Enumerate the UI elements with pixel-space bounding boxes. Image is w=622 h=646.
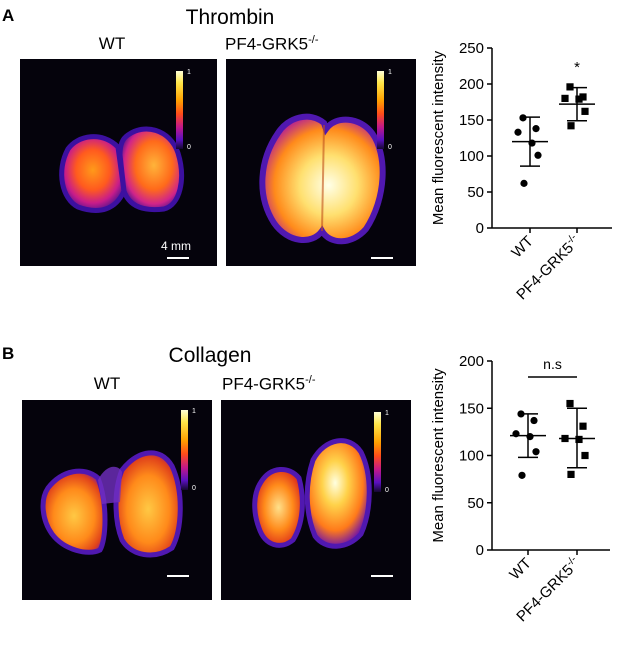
y-tick-label: 0	[476, 220, 484, 237]
lung-heatmap-wt-thrombin	[59, 126, 184, 213]
data-point	[581, 451, 589, 460]
significance-label: n.s	[543, 356, 562, 372]
data-point	[567, 122, 575, 130]
colorbar-min-label: 0	[192, 485, 196, 492]
lung-heatmap-ko-thrombin	[259, 113, 386, 245]
image-label-ko-a: PF4-GRK5-/-	[225, 34, 425, 55]
y-tick-label: 100	[459, 448, 484, 465]
lung-image-ko-thrombin: 1 0	[226, 59, 416, 266]
scale-bar-label: 4 mm	[161, 239, 191, 253]
lung-image-wt-thrombin: 1 0 4 mm	[20, 59, 217, 266]
data-point	[526, 433, 534, 441]
y-axis-label: Mean fluorescent intensity	[430, 368, 447, 543]
data-point	[581, 107, 589, 115]
panel-letter-a: A	[2, 6, 15, 25]
y-axis-label: Mean fluorescent intensity	[430, 50, 447, 225]
scatter-chart-collagen: 0 50 100 150 200 Mean fluorescent intensity WT…	[430, 353, 610, 625]
lung-image-ko-collagen: 1 0	[221, 400, 411, 600]
lung-heatmap-wt-collagen	[40, 450, 183, 558]
y-tick-label: 150	[459, 400, 484, 417]
y-tick-label: 50	[467, 184, 484, 201]
data-point	[579, 422, 587, 430]
image-label-wt-a: WT	[98, 34, 126, 53]
image-label-ko-a-sup: -/-	[308, 34, 319, 46]
image-label-wt-b: WT	[93, 374, 121, 393]
data-point	[561, 94, 569, 102]
data-point	[532, 125, 540, 133]
y-tick-label: 250	[459, 40, 484, 57]
data-point	[561, 434, 569, 443]
data-point	[530, 416, 538, 425]
colorbar-a-ko	[377, 71, 384, 149]
data-point	[566, 399, 574, 408]
y-tick-label: 100	[459, 148, 484, 165]
image-label-ko-b-text: PF4-GRK5	[222, 374, 306, 394]
colorbar-b-ko	[374, 412, 381, 492]
data-point	[534, 151, 542, 159]
data-point	[566, 83, 574, 91]
data-point	[528, 139, 536, 147]
data-point	[520, 179, 528, 187]
data-point	[532, 448, 540, 456]
data-point	[567, 470, 575, 478]
lung-image-wt-collagen: 1 0	[22, 400, 212, 600]
scale-bar	[167, 575, 189, 577]
panel-letter-b: B	[2, 344, 15, 363]
x-tick-label: WT	[508, 233, 537, 262]
y-tick-label: 0	[476, 542, 484, 559]
colorbar-max-label: 1	[388, 69, 392, 76]
scale-bar	[167, 257, 189, 259]
data-point	[519, 114, 527, 122]
colorbar-min-label: 0	[385, 487, 389, 494]
y-tick-label: 200	[459, 353, 484, 370]
data-point	[575, 435, 583, 444]
colorbar-max-label: 1	[187, 69, 191, 76]
colorbar-max-label: 1	[192, 408, 196, 415]
x-tick-label: WT	[506, 555, 535, 584]
data-point	[518, 471, 526, 479]
colorbar-min-label: 0	[388, 144, 392, 151]
lung-heatmap-ko-collagen	[252, 438, 372, 549]
scatter-chart-thrombin: 0 50 100 150 200 250 Mean fluorescent intensit…	[430, 40, 612, 303]
significance-label: *	[574, 59, 580, 76]
data-point	[517, 410, 525, 418]
y-tick-label: 200	[459, 76, 484, 93]
image-label-ko-b-sup: -/-	[305, 374, 316, 386]
colorbar-a-wt	[176, 71, 183, 149]
scale-bar	[371, 257, 393, 259]
y-tick-label: 50	[467, 495, 484, 512]
image-label-ko-b: PF4-GRK5-/-	[222, 374, 422, 395]
data-point	[514, 128, 522, 136]
panel-title-thrombin: Thrombin	[185, 6, 275, 29]
data-point	[512, 430, 520, 438]
scale-bar	[371, 575, 393, 577]
panel-title-collagen: Collagen	[168, 344, 252, 367]
data-point	[579, 93, 587, 101]
colorbar-b-wt	[181, 410, 188, 490]
y-tick-label: 150	[459, 112, 484, 129]
colorbar-max-label: 1	[385, 410, 389, 417]
data-point	[575, 95, 583, 103]
image-label-ko-a-text: PF4-GRK5	[225, 34, 309, 54]
colorbar-min-label: 0	[187, 144, 191, 151]
